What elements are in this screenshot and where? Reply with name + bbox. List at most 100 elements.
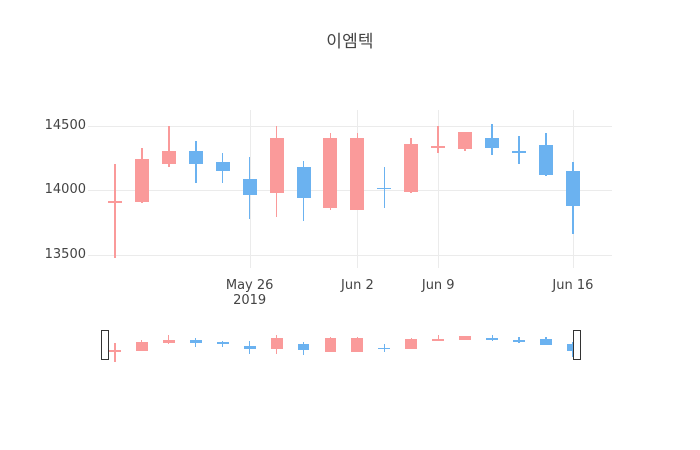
x-axis-tick-label: Jun 16 xyxy=(552,278,594,293)
gridline-y xyxy=(88,255,612,257)
range-slider-candlestick xyxy=(109,322,121,374)
candlestick[interactable] xyxy=(188,110,203,268)
range-slider-candlestick xyxy=(324,322,337,374)
range-slider[interactable] xyxy=(88,322,612,374)
range-slider-candle-body xyxy=(216,342,229,345)
range-slider-candlestick xyxy=(189,322,202,374)
candle-wick xyxy=(518,135,520,165)
range-slider-candlestick xyxy=(459,322,472,374)
range-slider-candlestick xyxy=(513,322,525,374)
range-slider-candle-wick xyxy=(383,343,385,352)
range-slider-candlestick xyxy=(432,322,445,374)
candlestick[interactable] xyxy=(161,110,176,268)
range-slider-candlestick xyxy=(567,322,579,374)
range-slider-candle-body xyxy=(162,340,175,343)
range-slider-candle-body xyxy=(297,343,310,350)
candle-body xyxy=(458,132,473,149)
range-slider-candle-body xyxy=(405,338,418,349)
range-slider-candlestick xyxy=(378,322,391,374)
candle-body xyxy=(512,151,527,154)
candle-wick xyxy=(114,164,116,258)
candlestick[interactable] xyxy=(404,110,419,268)
candle-wick xyxy=(383,166,386,209)
candlestick[interactable] xyxy=(269,110,284,268)
candlestick[interactable] xyxy=(458,110,473,268)
range-slider-candle-body xyxy=(351,337,364,353)
candle-body xyxy=(350,138,365,210)
candlestick[interactable] xyxy=(565,110,580,268)
range-slider-candle-wick xyxy=(168,335,170,344)
range-slider-candle-body xyxy=(324,337,337,352)
range-slider-candlestick xyxy=(216,322,229,374)
range-slider-candle-body xyxy=(135,341,148,351)
candlestick[interactable] xyxy=(296,110,311,268)
candlestick[interactable] xyxy=(215,110,230,268)
candle-body xyxy=(323,138,338,209)
candle-body xyxy=(296,166,311,199)
range-slider-candlestick xyxy=(297,322,310,374)
candle-body xyxy=(242,178,257,196)
gridline-y xyxy=(88,125,612,127)
candlestick[interactable] xyxy=(485,110,500,268)
range-slider-candle-body xyxy=(189,340,202,343)
candle-body xyxy=(538,144,553,175)
range-slider-candlestick xyxy=(270,322,283,374)
y-axis-tick-label: 14500 xyxy=(44,117,86,133)
candlestick[interactable] xyxy=(350,110,365,268)
range-slider-candle-body xyxy=(513,340,525,342)
range-slider-candlestick xyxy=(243,322,256,374)
candlestick[interactable] xyxy=(107,110,122,268)
plot-area[interactable] xyxy=(88,110,612,268)
range-slider-left-handle[interactable] xyxy=(101,330,109,360)
x-axis-tick-label: May 26 2019 xyxy=(225,278,274,308)
range-slider-candlestick xyxy=(162,322,175,374)
range-slider-candle-body xyxy=(486,337,499,340)
range-slider-mini-chart xyxy=(88,322,612,374)
range-slider-candle-body xyxy=(243,345,256,350)
range-slider-candlestick xyxy=(405,322,418,374)
candlestick[interactable] xyxy=(242,110,257,268)
y-axis-tick-label: 14000 xyxy=(44,182,86,198)
y-axis-tick-label: 13500 xyxy=(44,247,86,263)
range-slider-candle-wick xyxy=(437,335,439,341)
candle-wick xyxy=(168,125,170,167)
candle-body xyxy=(215,161,230,171)
range-slider-candle-body xyxy=(378,347,391,349)
candle-body xyxy=(431,146,446,148)
candle-body xyxy=(404,143,419,192)
candle-body xyxy=(269,138,284,193)
gridline-y xyxy=(88,190,612,192)
candlestick[interactable] xyxy=(134,110,149,268)
candle-wick xyxy=(437,125,440,153)
range-slider-candle-body xyxy=(540,339,552,346)
range-slider-candle-wick xyxy=(518,337,520,343)
range-slider-candle-body xyxy=(432,339,445,341)
range-slider-right-handle[interactable] xyxy=(573,330,581,360)
range-slider-candle-wick xyxy=(114,343,116,362)
candle-body xyxy=(134,159,149,202)
range-slider-candle-body xyxy=(459,336,472,340)
candle-body xyxy=(565,170,580,206)
candlestick[interactable] xyxy=(323,110,338,268)
gridline-x xyxy=(438,110,440,268)
candlestick[interactable] xyxy=(431,110,446,268)
candle-body xyxy=(377,187,392,190)
candle-body xyxy=(107,200,122,204)
range-slider-candlestick xyxy=(540,322,552,374)
page-title: 이엠텍 xyxy=(326,32,374,52)
range-slider-candlestick xyxy=(135,322,148,374)
candle-body xyxy=(188,151,203,165)
candlestick[interactable] xyxy=(538,110,553,268)
range-slider-candle-body xyxy=(270,337,283,349)
x-axis-tick-label: Jun 2 xyxy=(341,278,374,293)
range-slider-candlestick xyxy=(351,322,364,374)
range-slider-candlestick xyxy=(486,322,499,374)
candlestick[interactable] xyxy=(512,110,527,268)
candle-body xyxy=(161,151,176,165)
range-slider-candle-body xyxy=(109,350,121,352)
candle-body xyxy=(485,138,500,148)
x-axis-tick-label: Jun 9 xyxy=(421,278,455,293)
candlestick[interactable] xyxy=(377,110,392,268)
range-slider-candle-body xyxy=(567,344,579,352)
